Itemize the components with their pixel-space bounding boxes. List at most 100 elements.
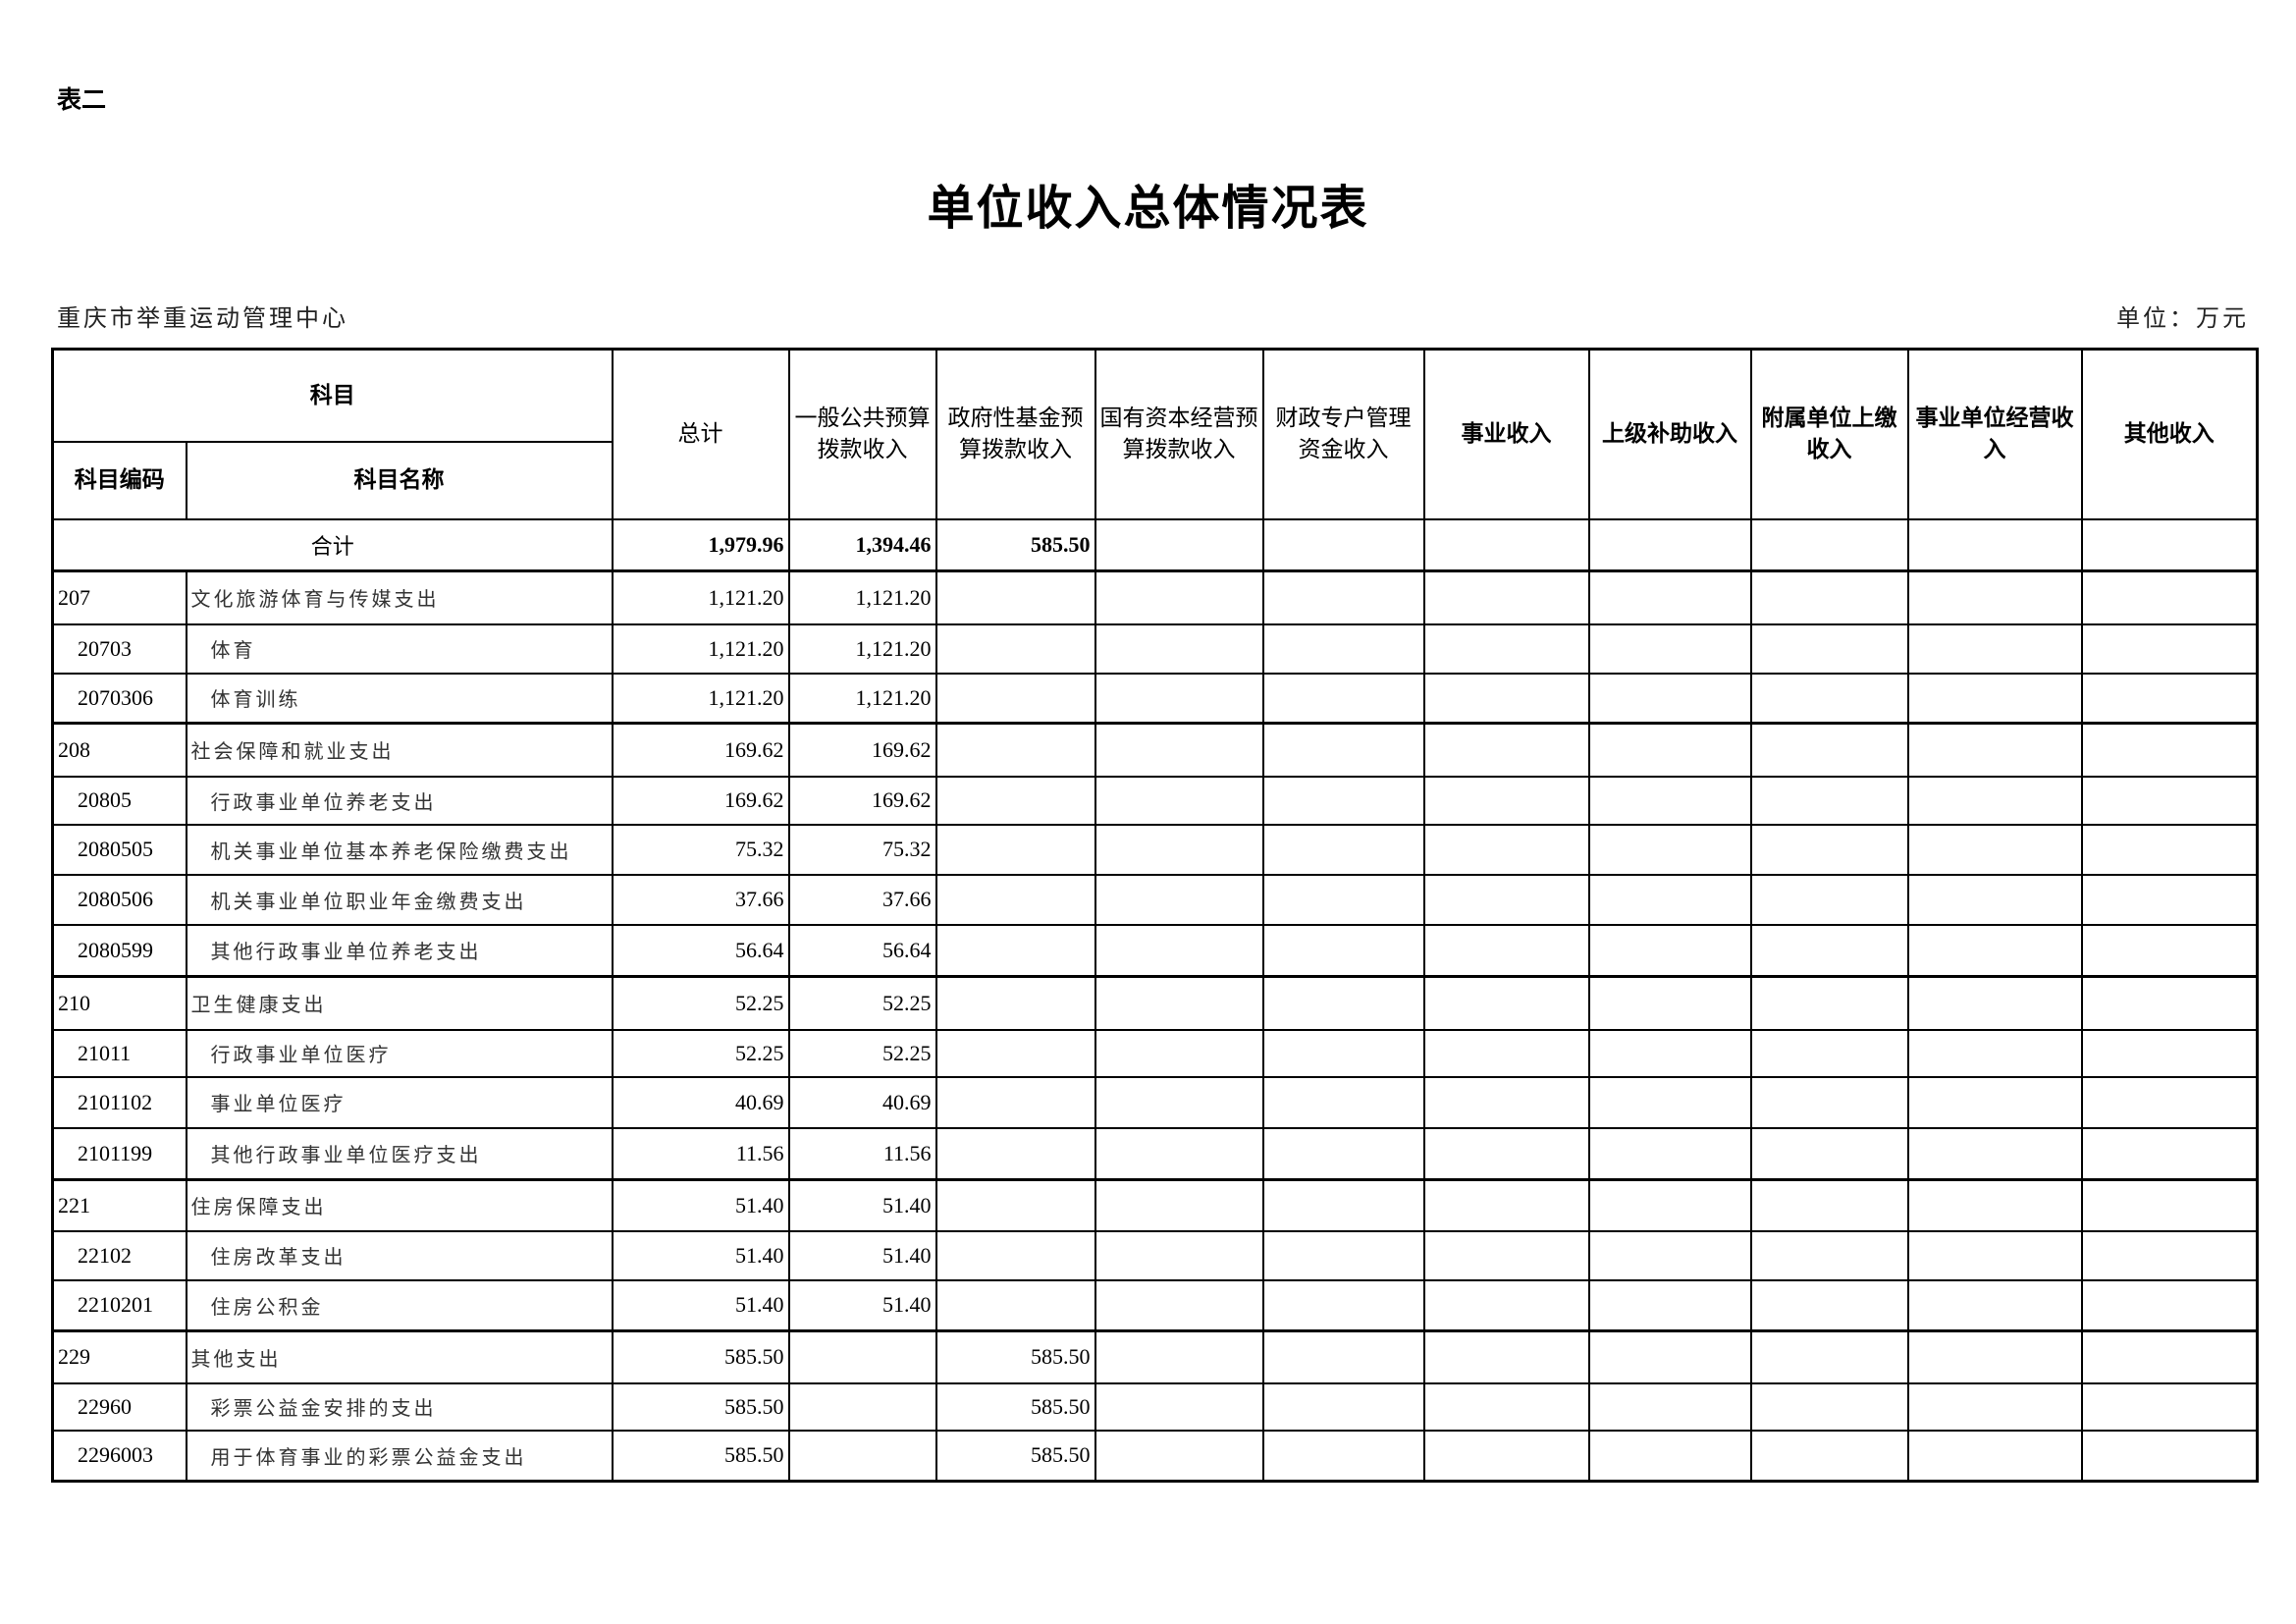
amount-cell [1906, 1429, 2083, 1483]
amount-cell [934, 672, 1096, 725]
table-number-label: 表二 [57, 85, 107, 114]
table-row: 210 卫生健康支出 52.25 52.25 [51, 975, 2259, 1031]
amount-cell [1749, 1429, 1909, 1483]
page-title: 单位收入总体情况表 [927, 181, 1369, 236]
amount-cell [1094, 623, 1264, 675]
amount-cell [1906, 569, 2083, 625]
amount-cell [1906, 722, 2083, 778]
subject-code: 2080505 [51, 823, 187, 876]
table-row: 22102 住房改革支出 51.40 51.40 [51, 1229, 2259, 1281]
amount-cell [1422, 672, 1590, 725]
table-row: 2101102 事业单位医疗 40.69 40.69 [51, 1075, 2259, 1129]
amount-cell [1749, 1229, 1909, 1281]
amount-cell [787, 1381, 937, 1432]
header-column: 上级补助收入 [1587, 348, 1752, 520]
amount-cell: 11.56 [611, 1126, 790, 1181]
subject-name: 事业单位医疗 [185, 1075, 614, 1129]
table-row: 20703 体育 1,121.20 1,121.20 [51, 623, 2259, 675]
amount-cell [1749, 1329, 1909, 1384]
amount-cell [2080, 623, 2259, 675]
subject-name: 其他行政事业单位医疗支出 [185, 1126, 614, 1181]
header-column: 财政专户管理资金收入 [1261, 348, 1425, 520]
amount-cell: 37.66 [611, 873, 790, 926]
amount-cell [1261, 1229, 1425, 1281]
amount-cell [1422, 569, 1590, 625]
subject-code: 207 [51, 569, 187, 625]
table-row: 229 其他支出 585.50 585.50 [51, 1329, 2259, 1384]
amount-cell [1422, 1278, 1590, 1332]
amount-cell: 1,121.20 [611, 623, 790, 675]
amount-cell [1587, 1126, 1752, 1181]
amount-cell [934, 975, 1096, 1031]
subject-code: 229 [51, 1329, 187, 1384]
subject-code: 2080599 [51, 923, 187, 978]
amount-cell [1261, 775, 1425, 826]
header-name: 科目名称 [185, 440, 614, 520]
amount-cell: 52.25 [611, 1028, 790, 1078]
subject-name: 体育训练 [185, 672, 614, 725]
amount-cell [1094, 775, 1264, 826]
amount-cell [1422, 722, 1590, 778]
subject-name: 卫生健康支出 [185, 975, 614, 1031]
subject-code: 2080506 [51, 873, 187, 926]
table-row: 21011 行政事业单位医疗 52.25 52.25 [51, 1028, 2259, 1078]
amount-cell [1261, 722, 1425, 778]
amount-cell [1094, 1429, 1264, 1483]
total-value [1422, 517, 1590, 572]
amount-cell [934, 1028, 1096, 1078]
amount-cell [1094, 1126, 1264, 1181]
amount-cell: 585.50 [611, 1329, 790, 1384]
amount-cell [2080, 1381, 2259, 1432]
amount-cell [934, 1229, 1096, 1281]
amount-cell [934, 722, 1096, 778]
amount-cell [1749, 569, 1909, 625]
subject-name: 用于体育事业的彩票公益金支出 [185, 1429, 614, 1483]
amount-cell [1906, 1381, 2083, 1432]
subject-name: 住房保障支出 [185, 1178, 614, 1232]
header-column: 事业单位经营收入 [1906, 348, 2083, 520]
amount-cell [1587, 1075, 1752, 1129]
amount-cell [1094, 923, 1264, 978]
amount-cell [1094, 1381, 1264, 1432]
total-value [2080, 517, 2259, 572]
subject-name: 彩票公益金安排的支出 [185, 1381, 614, 1432]
amount-cell [1094, 1028, 1264, 1078]
amount-cell: 169.62 [611, 722, 790, 778]
amount-cell: 75.32 [787, 823, 937, 876]
amount-cell: 1,121.20 [611, 569, 790, 625]
header-column: 国有资本经营预算拨款收入 [1094, 348, 1264, 520]
table-row: 22960 彩票公益金安排的支出 585.50 585.50 [51, 1381, 2259, 1432]
amount-cell [1749, 1126, 1909, 1181]
subject-code: 22102 [51, 1229, 187, 1281]
amount-cell [787, 1429, 937, 1483]
amount-cell: 40.69 [787, 1075, 937, 1129]
header-column: 一般公共预算拨款收入 [787, 348, 937, 520]
amount-cell: 51.40 [787, 1278, 937, 1332]
amount-cell [1261, 923, 1425, 978]
subject-name: 其他行政事业单位养老支出 [185, 923, 614, 978]
subject-name: 住房改革支出 [185, 1229, 614, 1281]
amount-cell: 51.40 [787, 1178, 937, 1232]
amount-cell [1261, 1278, 1425, 1332]
amount-cell [2080, 923, 2259, 978]
amount-cell [1906, 1178, 2083, 1232]
amount-cell [1906, 1075, 2083, 1129]
amount-cell [1422, 1329, 1590, 1384]
amount-cell [1587, 975, 1752, 1031]
amount-cell [934, 823, 1096, 876]
amount-cell [1094, 1278, 1264, 1332]
amount-cell [1749, 672, 1909, 725]
total-label: 合计 [51, 517, 614, 572]
amount-cell: 585.50 [611, 1381, 790, 1432]
amount-cell: 51.40 [611, 1178, 790, 1232]
amount-cell [1587, 1178, 1752, 1232]
amount-cell [1422, 1075, 1590, 1129]
amount-cell [1906, 1278, 2083, 1332]
amount-cell: 11.56 [787, 1126, 937, 1181]
amount-cell [1094, 672, 1264, 725]
amount-cell [934, 1178, 1096, 1232]
amount-cell [1587, 569, 1752, 625]
amount-cell [1261, 1381, 1425, 1432]
subject-code: 208 [51, 722, 187, 778]
amount-cell [1094, 1229, 1264, 1281]
